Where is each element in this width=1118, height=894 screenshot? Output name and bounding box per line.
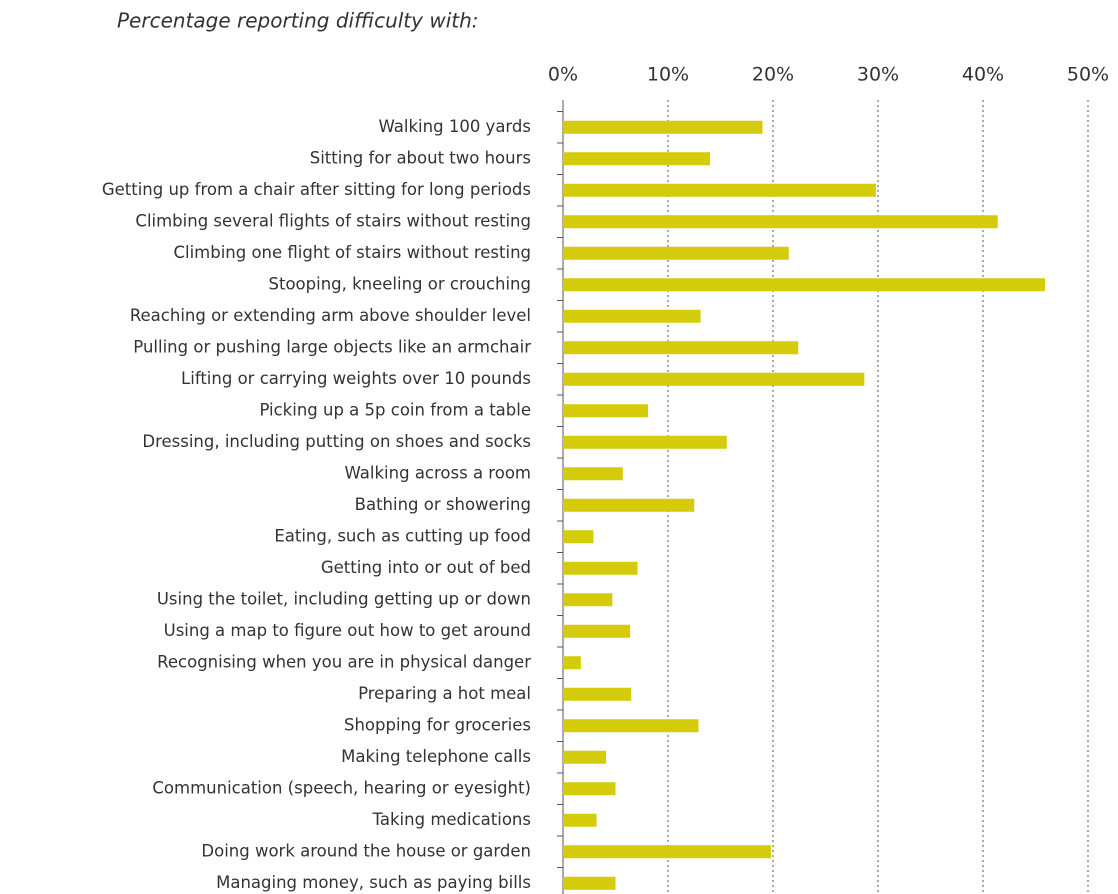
x-tick-label: 40% [962, 64, 1004, 86]
y-tick-label: Recognising when you are in physical dan… [157, 652, 531, 671]
bar [563, 813, 597, 827]
chart-title: Percentage reporting difficulty with: [117, 9, 479, 33]
y-tick-label: Managing money, such as paying bills [216, 873, 531, 892]
bar [563, 435, 727, 449]
bar [563, 719, 699, 733]
bar [563, 372, 865, 386]
bar [563, 215, 998, 229]
bar [563, 152, 710, 166]
y-tick-label: Walking 100 yards [379, 117, 531, 136]
bar [563, 593, 613, 607]
y-tick-label: Using a map to figure out how to get aro… [164, 621, 531, 640]
y-tick-label: Sitting for about two hours [310, 148, 531, 167]
bar [563, 750, 607, 764]
bar [563, 120, 763, 134]
x-tick-label: 30% [857, 64, 899, 86]
y-tick-label: Bathing or showering [355, 495, 531, 514]
bar [563, 498, 695, 512]
bar [563, 404, 649, 418]
bar [563, 876, 616, 890]
bar [563, 845, 771, 859]
bar [563, 687, 632, 701]
x-tick-label: 10% [647, 64, 689, 86]
bar [563, 530, 594, 544]
y-tick-label: Pulling or pushing large objects like an… [133, 337, 531, 356]
bar [563, 341, 799, 355]
bar [563, 561, 638, 575]
y-tick-label: Stooping, kneeling or crouching [269, 274, 532, 293]
y-tick-label: Taking medications [372, 810, 531, 829]
bar [563, 246, 789, 260]
y-tick-label: Using the toilet, including getting up o… [157, 589, 531, 608]
bar [563, 183, 876, 197]
y-tick-label: Walking across a room [345, 463, 531, 482]
bar [563, 309, 701, 323]
y-tick-label: Reaching or extending arm above shoulder… [130, 306, 531, 325]
y-tick-label: Preparing a hot meal [358, 684, 531, 703]
y-tick-label: Shopping for groceries [344, 715, 531, 734]
x-tick-label: 0% [548, 64, 578, 86]
y-tick-label: Picking up a 5p coin from a table [259, 400, 531, 419]
y-tick-label: Climbing one flight of stairs without re… [173, 243, 531, 262]
y-tick-label: Lifting or carrying weights over 10 poun… [181, 369, 531, 388]
bar [563, 467, 623, 481]
y-tick-label: Doing work around the house or garden [201, 841, 531, 860]
bar [563, 656, 581, 670]
y-tick-label: Climbing several flights of stairs witho… [135, 211, 531, 230]
y-tick-label: Making telephone calls [341, 747, 531, 766]
y-tick-label: Getting into or out of bed [321, 558, 531, 577]
bar [563, 782, 616, 796]
y-tick-label: Communication (speech, hearing or eyesig… [152, 778, 531, 797]
x-tick-label: 20% [752, 64, 794, 86]
bar [563, 624, 631, 638]
bar [563, 278, 1045, 292]
y-tick-label: Getting up from a chair after sitting fo… [102, 180, 531, 199]
y-tick-label: Dressing, including putting on shoes and… [142, 432, 531, 451]
x-tick-label: 50% [1067, 64, 1109, 86]
y-tick-label: Eating, such as cutting up food [274, 526, 531, 545]
